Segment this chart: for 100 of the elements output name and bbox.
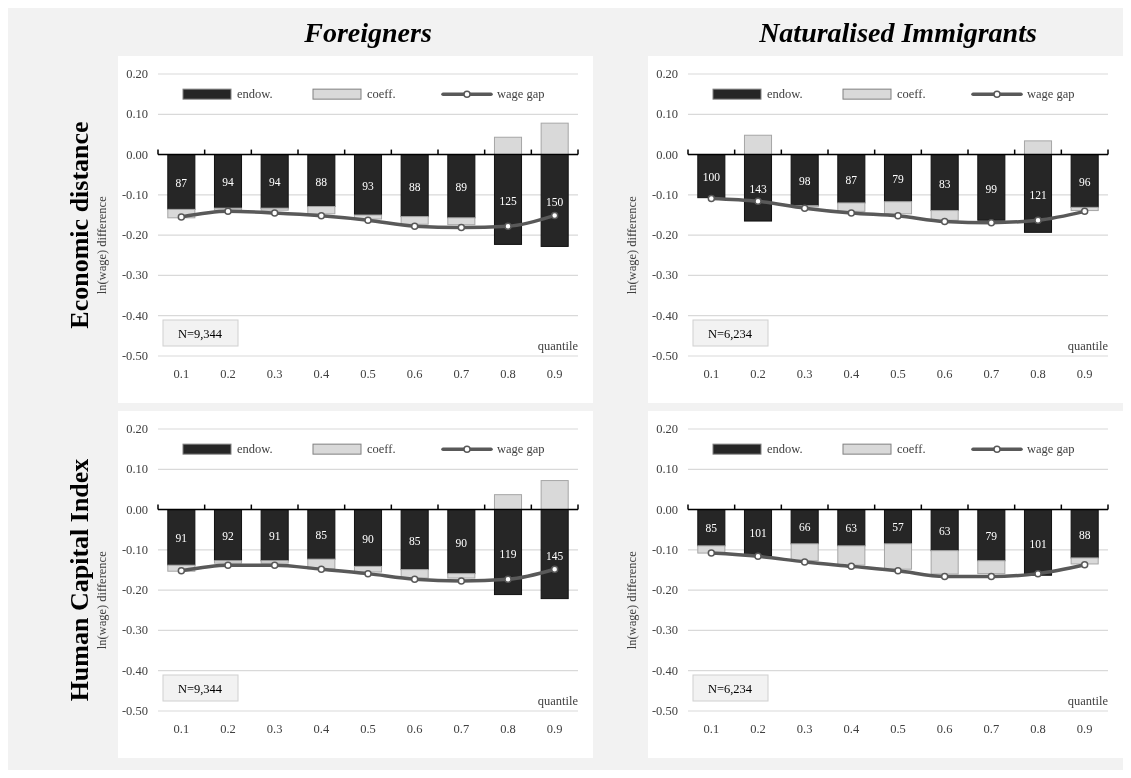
annotation: 88 — [1078, 528, 1091, 541]
x-tick-label: 0.3 — [266, 722, 283, 736]
annotation: 145 — [546, 549, 564, 562]
y-tick-label: 0.20 — [656, 422, 678, 436]
x-tick-label: 0.2 — [750, 367, 766, 381]
annotation: 66 — [798, 521, 811, 534]
annotation: 88 — [408, 180, 421, 193]
y-tick-label: 0.10 — [126, 107, 148, 122]
x-axis-title: quantile — [1067, 339, 1109, 353]
x-tick-label: 0.8 — [1030, 722, 1046, 736]
annotation: 101 — [749, 527, 767, 540]
x-tick-label: 0.6 — [406, 367, 423, 381]
legend-label: coeff. — [897, 442, 926, 457]
chart-title: Foreigners — [303, 17, 432, 48]
legend-label: wage gap — [1027, 442, 1075, 457]
annotation: 57 — [892, 521, 904, 534]
x-tick-label: 0.4 — [313, 367, 330, 381]
x-tick-label: 0.8 — [1030, 367, 1046, 381]
y-tick-label: -0.20 — [651, 583, 678, 598]
annotation: 94 — [222, 176, 234, 189]
x-tick-label: 0.8 — [500, 722, 516, 736]
y-tick-label: -0.30 — [121, 268, 148, 283]
annotation: 87 — [845, 173, 858, 186]
annotation: 79 — [985, 530, 998, 543]
legend-label: endow. — [237, 442, 273, 457]
y-tick-label: -0.20 — [651, 228, 678, 243]
y-tick-label: -0.30 — [651, 268, 678, 283]
annotation: 125 — [499, 195, 517, 208]
x-tick-label: 0.7 — [453, 722, 470, 736]
annotation: 85 — [705, 522, 718, 535]
y-tick-label: -0.30 — [651, 623, 678, 638]
x-tick-label: 0.1 — [703, 722, 720, 736]
annotation: N=6,234 — [707, 327, 753, 341]
x-tick-label: 0.9 — [1076, 367, 1093, 381]
x-tick-label: 0.2 — [220, 722, 236, 736]
y-tick-label: -0.50 — [651, 349, 678, 363]
y-tick-label: 0.10 — [656, 462, 678, 477]
x-tick-label: 0.1 — [173, 722, 190, 736]
x-axis-title: quantile — [1067, 694, 1109, 708]
x-tick-label: 0.9 — [546, 367, 563, 381]
x-tick-label: 0.8 — [500, 367, 516, 381]
annotation: 91 — [268, 530, 281, 543]
y-axis-title: ln(wage) difference — [625, 550, 639, 650]
annotation: 99 — [985, 182, 998, 195]
annotation: 100 — [702, 170, 721, 183]
y-tick-label: 0.00 — [126, 502, 148, 517]
x-tick-label: 0.6 — [936, 722, 953, 736]
y-tick-label: 0.20 — [126, 422, 148, 436]
annotation: 79 — [892, 173, 904, 186]
x-axis-title: quantile — [537, 694, 579, 708]
y-tick-label: 0.00 — [126, 147, 148, 162]
y-tick-label: 0.10 — [656, 107, 678, 122]
annotation: 121 — [1029, 189, 1047, 201]
x-tick-label: 0.5 — [890, 367, 906, 381]
x-tick-label: 0.7 — [453, 367, 470, 381]
x-tick-label: 0.6 — [936, 367, 953, 381]
annotation: 119 — [499, 547, 517, 560]
text: Economic distance — [65, 121, 94, 329]
x-tick-label: 0.3 — [796, 367, 813, 381]
x-tick-label: 0.5 — [360, 722, 376, 736]
annotation: N=6,234 — [707, 682, 753, 696]
legend-label: coeff. — [367, 87, 396, 102]
legend-label: wage gap — [497, 442, 545, 457]
x-tick-label: 0.9 — [546, 722, 563, 736]
y-tick-label: -0.50 — [651, 704, 678, 718]
legend-label: wage gap — [1027, 87, 1075, 102]
y-tick-label: -0.40 — [651, 308, 678, 323]
annotation: 85 — [315, 529, 328, 542]
x-tick-label: 0.7 — [983, 722, 1000, 736]
x-tick-label: 0.6 — [406, 722, 423, 736]
y-axis-title: ln(wage) difference — [95, 550, 109, 650]
x-axis-title: quantile — [537, 339, 579, 353]
y-tick-label: -0.10 — [121, 187, 148, 202]
annotation: 91 — [175, 532, 188, 545]
x-tick-label: 0.2 — [750, 722, 766, 736]
annotation: 89 — [455, 181, 468, 194]
x-tick-label: 0.4 — [843, 367, 860, 381]
y-tick-label: 0.00 — [656, 147, 678, 162]
y-tick-label: -0.20 — [121, 228, 148, 243]
annotation: 83 — [938, 177, 951, 190]
y-tick-label: 0.10 — [126, 462, 148, 477]
annotation: 90 — [362, 533, 374, 546]
x-tick-label: 0.4 — [843, 722, 860, 736]
y-tick-label: -0.10 — [121, 542, 148, 557]
legend-label: wage gap — [497, 87, 545, 102]
legend-label: coeff. — [367, 442, 396, 457]
y-axis-title: ln(wage) difference — [625, 195, 639, 295]
x-tick-label: 0.2 — [220, 367, 236, 381]
x-tick-label: 0.3 — [796, 722, 813, 736]
annotation: 63 — [845, 522, 858, 535]
x-tick-label: 0.4 — [313, 722, 330, 736]
legend-label: endow. — [767, 87, 803, 102]
annotation: 93 — [362, 179, 374, 192]
y-tick-label: -0.10 — [651, 542, 678, 557]
annotation: 150 — [546, 196, 564, 209]
annotation: 98 — [798, 175, 811, 188]
y-tick-label: -0.10 — [651, 187, 678, 202]
annotation: 96 — [1078, 176, 1091, 189]
y-tick-label: -0.20 — [121, 583, 148, 598]
legend-label: endow. — [237, 87, 273, 102]
